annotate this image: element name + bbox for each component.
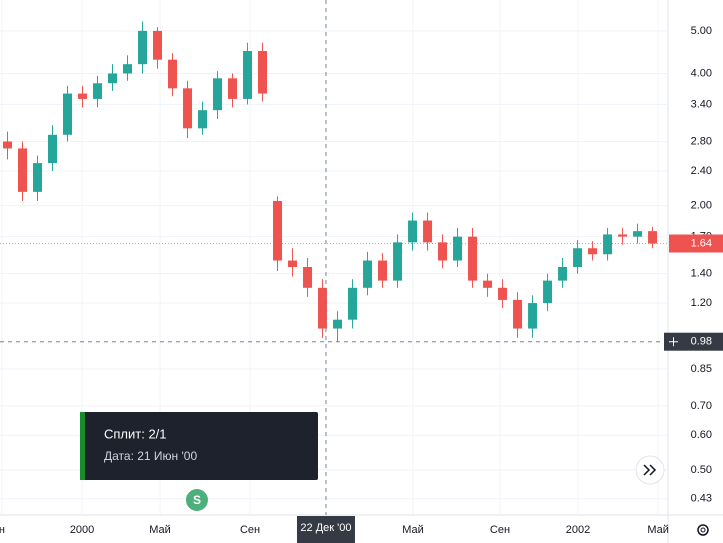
candle-body	[633, 231, 643, 237]
x-tick-label: 2000	[70, 524, 94, 536]
candle-body	[468, 236, 478, 281]
y-tick-label: 1.40	[691, 268, 712, 280]
settings-icon[interactable]	[697, 524, 709, 536]
candle-body	[228, 78, 238, 99]
candle-body	[528, 303, 538, 329]
candle-body	[588, 248, 598, 255]
last-price-box	[669, 234, 723, 253]
y-tick-label: 1.20	[691, 297, 712, 309]
candle-body	[303, 266, 313, 288]
candle-body	[138, 30, 148, 65]
x-tick-label: 2002	[566, 524, 590, 536]
candle-body	[198, 110, 208, 129]
y-tick-label: 2.00	[691, 200, 712, 212]
scroll-arrows	[643, 464, 657, 476]
candle-body	[333, 319, 343, 329]
candle-body	[603, 234, 613, 255]
split-icon: S	[193, 493, 201, 507]
y-tick-label: 3.40	[691, 98, 712, 110]
crosshair-y-label: 0.98	[691, 336, 712, 348]
candle-body	[243, 51, 253, 99]
candle-body	[288, 260, 298, 267]
scroll-button[interactable]	[635, 455, 665, 485]
tooltip-title: Сплит: 2/1	[104, 426, 167, 441]
crosshair-plus	[669, 337, 678, 347]
candle-body	[513, 299, 523, 329]
tooltip-accent	[80, 412, 85, 480]
y-tick-label: 0.50	[691, 464, 712, 476]
candle-body	[453, 236, 463, 261]
crosshair-x-label: 22 Дек '00	[300, 522, 351, 534]
x-tick-label: н	[0, 524, 5, 536]
candle-body	[168, 59, 178, 89]
candle-body	[318, 287, 328, 329]
candle-body	[18, 148, 28, 192]
candle-body	[378, 260, 388, 281]
crosshair-y-box	[664, 332, 723, 351]
candle-body	[33, 163, 43, 192]
candle-body	[63, 93, 73, 135]
candle-body	[213, 78, 223, 111]
tooltip-date: Дата: 21 Июн '00	[104, 449, 197, 463]
candle-body	[258, 51, 268, 94]
y-tick-label: 0.60	[691, 429, 712, 441]
gear-hub	[700, 527, 706, 533]
x-tick-label: Май	[149, 524, 171, 536]
candle-body	[3, 141, 13, 149]
candle-body	[438, 242, 448, 261]
y-tick-label: 4.00	[691, 67, 712, 79]
tooltip	[80, 412, 318, 480]
candle-body	[153, 30, 163, 60]
grid: 5.004.003.402.802.402.001.701.401.200.85…	[0, 0, 712, 536]
y-tick-label: 2.40	[691, 165, 712, 177]
y-tick-label: 0.85	[691, 363, 712, 375]
candle-body	[558, 266, 568, 281]
candle-body	[363, 260, 373, 288]
candles	[3, 21, 658, 342]
candle-body	[108, 73, 118, 84]
y-tick-label: 0.43	[691, 493, 712, 505]
y-tick-label: 0.70	[691, 400, 712, 412]
candle-body	[183, 88, 193, 129]
y-tick-label: 5.00	[691, 25, 712, 37]
x-tick-label: Май	[647, 524, 669, 536]
candle-body	[348, 287, 358, 320]
candle-body	[78, 93, 88, 99]
gear[interactable]	[697, 524, 709, 536]
x-tick-label: Сен	[240, 524, 260, 536]
candle-body	[48, 134, 58, 164]
candle-body	[648, 231, 658, 244]
candle-body	[423, 220, 433, 243]
candle-body	[573, 248, 583, 267]
candle-body	[123, 64, 133, 74]
crosshair-x-box	[296, 516, 355, 543]
candle-body	[618, 234, 628, 237]
x-tick-label: Сен	[490, 524, 510, 536]
x-tick-label: Май	[402, 524, 424, 536]
last-price-label: 1.64	[691, 237, 712, 249]
candle-body	[273, 200, 283, 261]
candle-body	[93, 83, 103, 99]
y-tick-label: 2.80	[691, 135, 712, 147]
candle-body	[393, 242, 403, 281]
split-marker[interactable]	[185, 489, 208, 511]
candle-body	[543, 280, 553, 304]
candle-body	[408, 220, 418, 243]
candle-body	[498, 287, 508, 300]
candle-body	[483, 280, 493, 288]
